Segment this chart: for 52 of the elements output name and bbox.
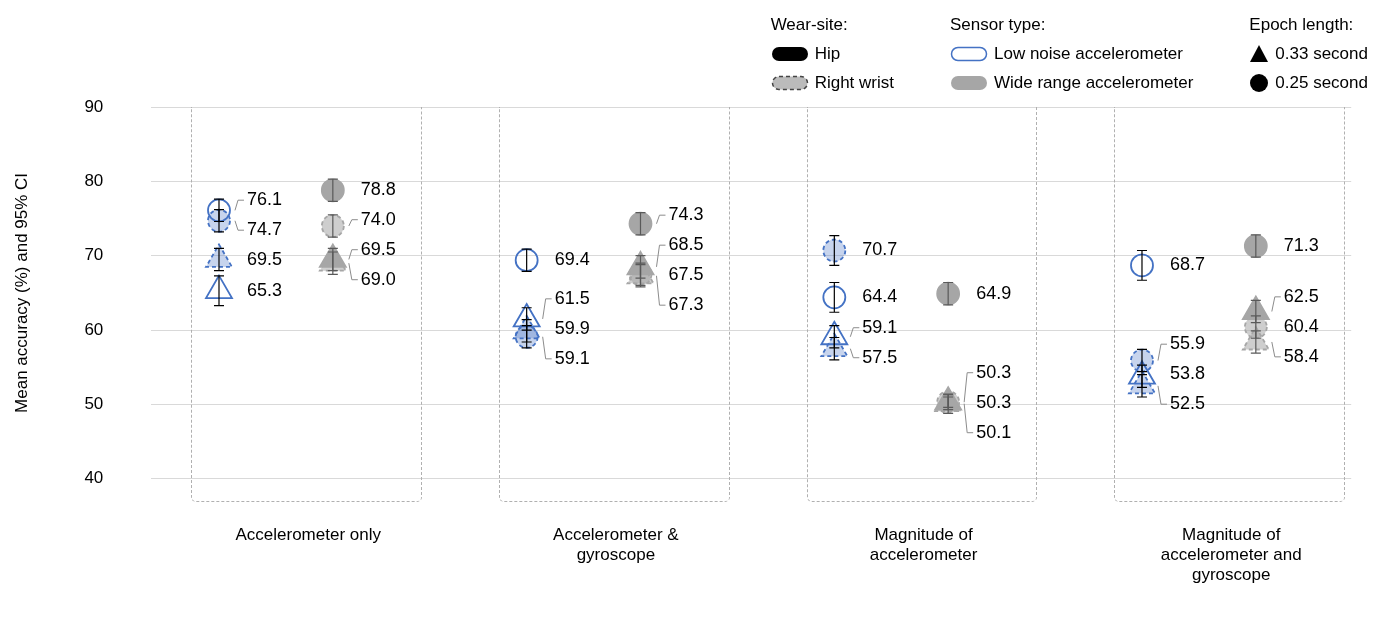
x-tick-label: Magnitude of accelerometer bbox=[869, 524, 978, 565]
data-label: 67.5 bbox=[668, 264, 704, 285]
y-tick-label: 70 bbox=[84, 245, 104, 265]
y-tick-label: 50 bbox=[84, 394, 104, 414]
data-label: 69.5 bbox=[360, 238, 396, 259]
data-label: 74.3 bbox=[668, 204, 704, 225]
data-label: 59.1 bbox=[554, 347, 590, 368]
text: Right wrist bbox=[814, 73, 894, 93]
text: 0.33 second bbox=[1275, 44, 1368, 64]
data-label: 52.5 bbox=[1169, 393, 1206, 414]
text: Epoch length: bbox=[1249, 15, 1354, 35]
y-tick-label: 40 bbox=[84, 468, 104, 488]
data-label: 71.3 bbox=[1283, 235, 1319, 256]
data-label: 59.9 bbox=[554, 317, 590, 338]
data-label: 69.0 bbox=[360, 268, 396, 289]
legend-label: Low noise accelerometer bbox=[993, 44, 1183, 64]
y-tick-label: 90 bbox=[84, 96, 104, 116]
data-label: 50.3 bbox=[976, 391, 1012, 412]
x-tick-label: Magnitude of accelerometer and gyroscope bbox=[1160, 524, 1302, 585]
data-label: 69.5 bbox=[247, 249, 283, 270]
data-label: 64.9 bbox=[976, 282, 1012, 303]
text: Hip bbox=[814, 44, 841, 64]
data-label: 60.4 bbox=[1283, 315, 1319, 336]
data-label: 70.7 bbox=[862, 239, 898, 260]
data-label: 53.8 bbox=[1169, 363, 1206, 384]
data-label: 68.5 bbox=[668, 234, 704, 255]
data-label: 67.3 bbox=[668, 294, 704, 315]
data-label: 55.9 bbox=[1169, 333, 1206, 354]
text: Wear-site: bbox=[770, 15, 848, 35]
data-label: 61.5 bbox=[554, 287, 590, 308]
data-label: 69.4 bbox=[554, 249, 590, 270]
data-label: 57.5 bbox=[862, 346, 898, 367]
y-tick-label: 80 bbox=[84, 171, 104, 191]
data-label: 62.5 bbox=[1283, 285, 1319, 306]
data-label: 68.7 bbox=[1169, 254, 1206, 275]
data-label: 50.1 bbox=[976, 421, 1012, 442]
x-tick-label: Accelerometer only bbox=[235, 524, 382, 544]
y-axis-title: Mean accuracy (%) and 95% CI bbox=[11, 172, 31, 413]
legend-label: Wide range accelerometer bbox=[993, 73, 1194, 93]
text: 0.25 second bbox=[1275, 73, 1368, 93]
data-label: 76.1 bbox=[247, 189, 283, 210]
text: Sensor type: bbox=[949, 15, 1046, 35]
y-tick-label: 60 bbox=[84, 319, 104, 339]
x-tick-label: Accelerometer & gyroscope bbox=[553, 524, 680, 565]
data-label: 74.7 bbox=[247, 219, 283, 240]
data-label: 74.0 bbox=[360, 208, 396, 229]
data-label: 65.3 bbox=[247, 279, 283, 300]
data-label: 58.4 bbox=[1283, 345, 1319, 366]
data-label: 64.4 bbox=[862, 286, 898, 307]
data-label: 50.3 bbox=[976, 361, 1012, 382]
data-label: 78.8 bbox=[360, 178, 396, 199]
data-label: 59.1 bbox=[862, 316, 898, 337]
